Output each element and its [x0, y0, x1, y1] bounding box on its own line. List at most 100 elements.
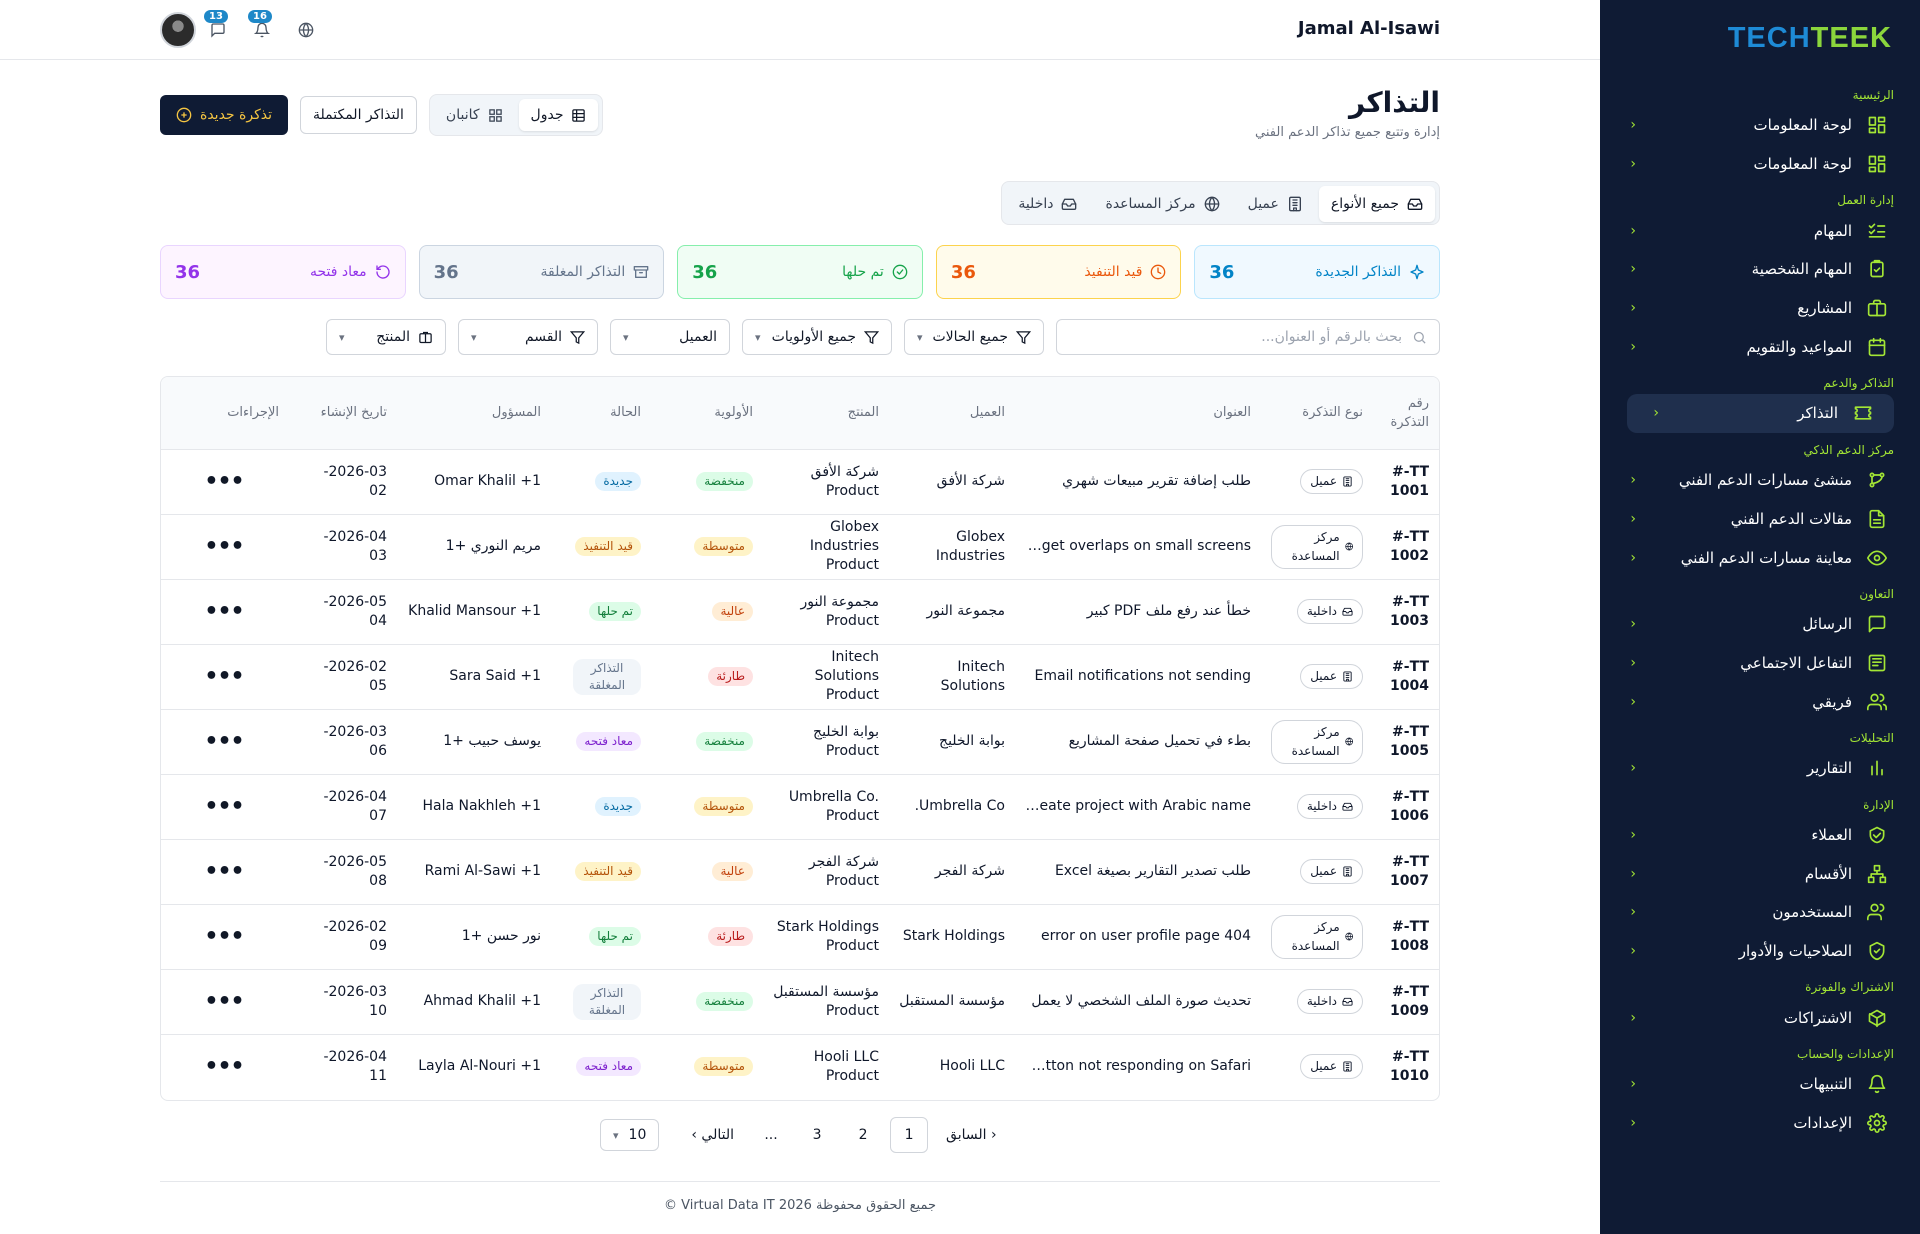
- sidebar-item[interactable]: فريقي ‹: [1600, 682, 1920, 721]
- ticket-title[interactable]: طلب تصدير التقارير بصيغة Excel: [1015, 839, 1261, 905]
- sidebar-item[interactable]: الرسائل ‹: [1600, 605, 1920, 644]
- page-3-button[interactable]: 3: [812, 1127, 822, 1143]
- more-actions-icon[interactable]: •••: [204, 1054, 244, 1080]
- sidebar-item[interactable]: المشاريع ‹: [1600, 289, 1920, 328]
- type-tab[interactable]: جميع الأنواع: [1318, 186, 1435, 222]
- next-page-button[interactable]: التالي ›: [681, 1117, 744, 1153]
- sidebar-item[interactable]: منشئ مسارات الدعم الفني ‹: [1600, 461, 1920, 500]
- sidebar-item[interactable]: المواعيد والتقويم ‹: [1600, 327, 1920, 366]
- more-actions-icon[interactable]: •••: [204, 469, 244, 494]
- sidebar-item[interactable]: المهام ‹: [1600, 211, 1920, 250]
- messages-button[interactable]: 13: [196, 10, 240, 48]
- sidebar-item[interactable]: الإعدادات ‹: [1600, 1104, 1920, 1143]
- type-tab[interactable]: داخلية: [1006, 186, 1089, 222]
- ticket-title[interactable]: خطأ عند رفع ملف PDF كبير: [1015, 579, 1261, 645]
- sidebar-item[interactable]: التذاكر ‹: [1627, 394, 1894, 433]
- more-actions-icon[interactable]: •••: [204, 794, 244, 819]
- sidebar-item[interactable]: التفاعل الاجتماعي ‹: [1600, 644, 1920, 683]
- more-actions-icon[interactable]: •••: [204, 534, 244, 559]
- more-actions-icon[interactable]: •••: [204, 989, 244, 1014]
- globe-icon: [298, 22, 314, 38]
- page-2-button[interactable]: 2: [858, 1127, 868, 1143]
- chevron-down-icon: ▾: [339, 330, 345, 344]
- users-icon: [1867, 904, 1885, 921]
- language-button[interactable]: [284, 12, 328, 48]
- sidebar-item[interactable]: مقالات الدعم الفني ‹: [1600, 500, 1920, 539]
- completed-tickets-button[interactable]: التذاكر المكتملة: [300, 96, 417, 134]
- sidebar-item-label: العملاء: [1811, 825, 1852, 844]
- new-ticket-button[interactable]: تذكرة جديدة: [160, 95, 289, 135]
- status-filter[interactable]: جميع الحالات ▾: [904, 319, 1044, 355]
- ticket-id[interactable]: TT-# 1009: [1373, 969, 1439, 1035]
- table-row[interactable]: TT-# 1009 داخلية تحديث صورة الملف الشخصي ل…: [161, 969, 1439, 1035]
- stat-card[interactable]: تم حلها 36: [677, 245, 923, 299]
- table-row[interactable]: TT-# 1007 عميل طلب تصدير التقارير بصيغة Ex…: [161, 839, 1439, 905]
- avatar[interactable]: [160, 12, 196, 48]
- ticket-title[interactable]: Submit button not responding on Safari..…: [1015, 1058, 1251, 1075]
- ticket-id[interactable]: TT-# 1004: [1373, 644, 1439, 710]
- sidebar-item[interactable]: العملاء ‹: [1600, 816, 1920, 855]
- table-row[interactable]: TT-# 1010 عميل Submit button not respondin…: [161, 1034, 1439, 1099]
- actions-cell: •••: [161, 579, 289, 645]
- product-filter[interactable]: المنتج ▾: [326, 319, 446, 355]
- more-actions-icon[interactable]: •••: [204, 859, 244, 884]
- ticket-id[interactable]: TT-# 1010: [1390, 1048, 1429, 1084]
- ticket-id[interactable]: TT-# 1001: [1373, 449, 1439, 515]
- ticket-id[interactable]: TT-# 1002: [1373, 514, 1439, 580]
- sidebar-item[interactable]: الاشتراكات ‹: [1600, 998, 1920, 1037]
- ticket-title[interactable]: طلب إضافة تقرير مبيعات شهري: [1015, 449, 1261, 515]
- stat-card[interactable]: قيد التنفيذ 36: [935, 245, 1182, 299]
- ticket-title[interactable]: تحديث صورة الملف الشخصي لا يعمل: [1015, 969, 1261, 1035]
- department-filter[interactable]: القسم ▾: [458, 319, 598, 355]
- ticket-id[interactable]: TT-# 1003: [1373, 579, 1439, 645]
- search-input[interactable]: بحث بالرقم أو العنوان...: [1056, 319, 1440, 355]
- ticket-title[interactable]: Widget overlaps on small screens...: [1015, 514, 1261, 580]
- table-row[interactable]: TT-# 1004 عميل Email notifications not sen…: [161, 644, 1439, 710]
- status-cell: تم حلها: [551, 579, 651, 645]
- sidebar-item[interactable]: التنبيهات ‹: [1600, 1065, 1920, 1104]
- ticket-title[interactable]: Email notifications not sending: [1015, 644, 1261, 710]
- ticket-id[interactable]: TT-# 1007: [1373, 839, 1439, 905]
- table-row[interactable]: TT-# 1001 عميل طلب إضافة تقرير مبيعات شهري…: [161, 449, 1439, 515]
- ticket-title[interactable]: Cannot create project with Arabic name..…: [1015, 774, 1261, 840]
- notifications-button[interactable]: 16: [240, 10, 284, 48]
- table-row[interactable]: TT-# 1002 مركز المساعدة Widget overlaps on…: [161, 514, 1439, 580]
- sidebar-item[interactable]: لوحة المعلومات ‹: [1600, 145, 1920, 184]
- more-actions-icon[interactable]: •••: [204, 599, 244, 624]
- stat-card[interactable]: معاد فتحه 36: [160, 245, 406, 299]
- ticket-title[interactable]: 404 error on user profile page: [1015, 904, 1261, 970]
- prev-page-button[interactable]: ‹ السابق: [936, 1117, 1007, 1153]
- rotate-icon: [375, 265, 390, 279]
- ticket-id[interactable]: TT-# 1006: [1373, 774, 1439, 840]
- sidebar-item[interactable]: المهام الشخصية ‹: [1600, 250, 1920, 289]
- sidebar-item[interactable]: التقارير ‹: [1600, 749, 1920, 788]
- client-filter[interactable]: العميل ▾: [610, 319, 730, 355]
- brand-logo[interactable]: TECHTEEK: [1728, 22, 1892, 55]
- type-tab[interactable]: عميل: [1236, 186, 1315, 222]
- sidebar-item[interactable]: الأقسام ‹: [1600, 854, 1920, 893]
- actions-cell: •••: [161, 644, 289, 710]
- more-actions-icon[interactable]: •••: [204, 664, 244, 689]
- view-kanban-button[interactable]: كانبان: [434, 99, 515, 131]
- sidebar-item[interactable]: الصلاحيات والأدوار ‹: [1600, 932, 1920, 971]
- ticket-id[interactable]: TT-# 1008: [1373, 904, 1439, 970]
- table-row[interactable]: TT-# 1006 داخلية Cannot create project wit…: [161, 774, 1439, 840]
- priority-filter[interactable]: جميع الأولويات ▾: [742, 319, 892, 355]
- view-table-button[interactable]: جدول: [518, 99, 599, 131]
- sidebar-item[interactable]: المستخدمون ‹: [1600, 893, 1920, 932]
- sidebar-item[interactable]: لوحة المعلومات ‹: [1600, 106, 1920, 145]
- more-actions-icon[interactable]: •••: [204, 924, 244, 949]
- table-row[interactable]: TT-# 1008 مركز المساعدة 404 error on user …: [161, 904, 1439, 970]
- type-tab[interactable]: مركز المساعدة: [1093, 186, 1231, 222]
- ticket-title[interactable]: بطء في تحميل صفحة المشاريع: [1015, 709, 1261, 775]
- ticket-id[interactable]: TT-# 1005: [1373, 709, 1439, 775]
- stat-card[interactable]: التذاكر المغلقة 36: [418, 245, 665, 299]
- table-row[interactable]: TT-# 1005 مركز المساعدة بطء في تحميل صفحة …: [161, 709, 1439, 775]
- flow-icon: [1869, 472, 1885, 488]
- table-row[interactable]: TT-# 1003 داخلية خطأ عند رفع ملف PDF كبير م…: [161, 579, 1439, 645]
- more-actions-icon[interactable]: •••: [204, 729, 244, 754]
- sidebar-item[interactable]: معاينة مسارات الدعم الفني ‹: [1600, 538, 1920, 577]
- page-size-select[interactable]: 10 ▾: [600, 1119, 660, 1151]
- page-1-button[interactable]: 1: [890, 1117, 929, 1153]
- stat-card[interactable]: التذاكر الجديدة 36: [1194, 245, 1440, 299]
